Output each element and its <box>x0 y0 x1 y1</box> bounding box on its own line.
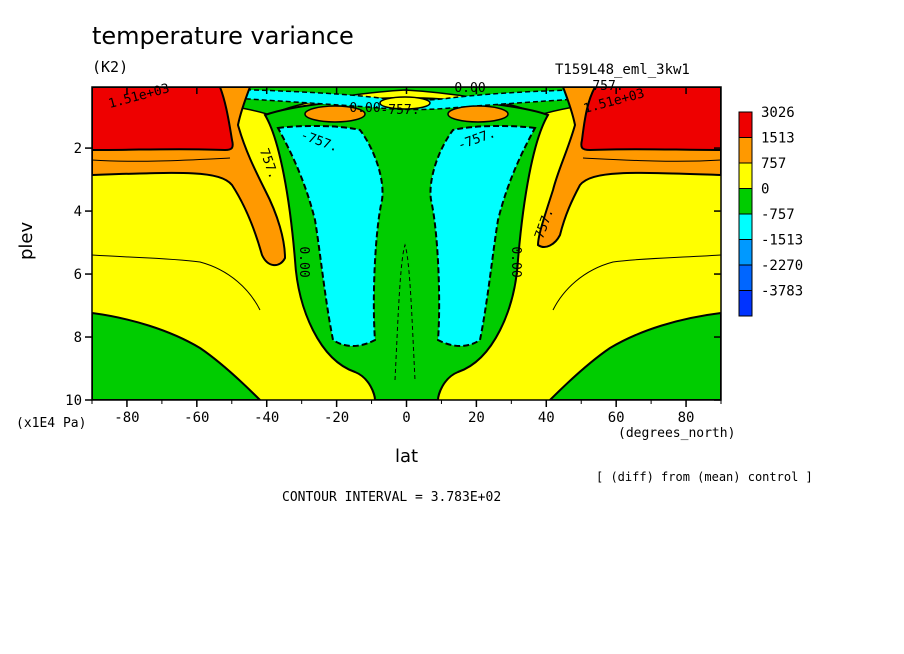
legend-swatch <box>738 188 753 215</box>
field-red-left <box>92 87 234 152</box>
x-tick-label: 20 <box>468 410 485 426</box>
diff-note: [ (diff) from (mean) control ] <box>596 470 813 484</box>
contour-thin-right <box>552 254 721 311</box>
field-orange-eye-left <box>304 105 366 123</box>
x-tick-label: -40 <box>254 410 279 426</box>
y-axis: 2 4 6 8 10 <box>65 141 721 409</box>
contour-thin-left-2 <box>92 157 231 162</box>
legend-swatch <box>738 137 753 164</box>
contour-dashed-center <box>394 243 416 381</box>
x-tick-label: -60 <box>184 410 209 426</box>
chart-units: (K2) <box>92 58 129 76</box>
legend-label: -2270 <box>761 258 803 274</box>
plot-fields <box>92 87 721 400</box>
x-tick-label: 0 <box>402 410 410 426</box>
field-red-right <box>580 87 721 152</box>
x-tick-label: -20 <box>324 410 349 426</box>
color-legend: 3026 1513 757 0 -757 -1513 -2270 -3783 <box>738 105 803 317</box>
legend-label: 0 <box>761 182 769 198</box>
y-axis-units: (x1E4 Pa) <box>16 416 87 431</box>
y-tick-label: 6 <box>74 267 82 283</box>
contour-label: 0.00 <box>508 246 523 277</box>
contour-label: 0.00 <box>349 101 380 116</box>
contour-label: 0.00 <box>296 246 311 277</box>
x-axis: -80 -60 -40 -20 0 20 40 60 80 <box>91 87 722 426</box>
legend-swatch <box>738 111 753 138</box>
field-green-lower-left <box>92 311 262 400</box>
field-orange-eye-right <box>447 105 509 123</box>
legend-label: 3026 <box>761 105 795 121</box>
y-tick-label: 10 <box>65 393 82 409</box>
legend-swatch <box>738 213 753 240</box>
legend-swatch <box>738 162 753 189</box>
contour-label: -757. <box>380 103 419 118</box>
contour-interval: CONTOUR INTERVAL = 3.783E+02 <box>282 490 502 505</box>
field-cyan-right <box>429 124 537 347</box>
x-tick-label: -80 <box>114 410 139 426</box>
x-axis-label: lat <box>395 446 419 467</box>
x-axis-units: (degrees_north) <box>618 426 736 441</box>
legend-label: 1513 <box>761 131 795 147</box>
legend-label: 757 <box>761 156 786 172</box>
x-tick-label: 40 <box>538 410 555 426</box>
legend-label: -1513 <box>761 233 803 249</box>
legend-swatch <box>738 239 753 266</box>
y-tick-label: 4 <box>74 204 82 220</box>
y-tick-label: 2 <box>74 141 82 157</box>
legend-swatch <box>738 290 753 317</box>
x-tick-label: 80 <box>678 410 695 426</box>
chart-title: temperature variance <box>92 22 354 50</box>
field-green-lower-right <box>548 311 721 400</box>
x-tick-label: 60 <box>608 410 625 426</box>
legend-label: -757 <box>761 207 795 223</box>
contour-label: 0.00 <box>454 81 485 96</box>
y-tick-label: 8 <box>74 330 82 346</box>
contour-thin-right-2 <box>582 157 721 162</box>
legend-swatch <box>738 264 753 291</box>
field-cyan-left <box>276 124 384 347</box>
legend-label: -3783 <box>761 284 803 300</box>
field-yellow-center-top <box>379 96 431 110</box>
contour-thin-left <box>92 254 261 311</box>
run-label: T159L48_eml_3kw1 <box>555 62 690 78</box>
